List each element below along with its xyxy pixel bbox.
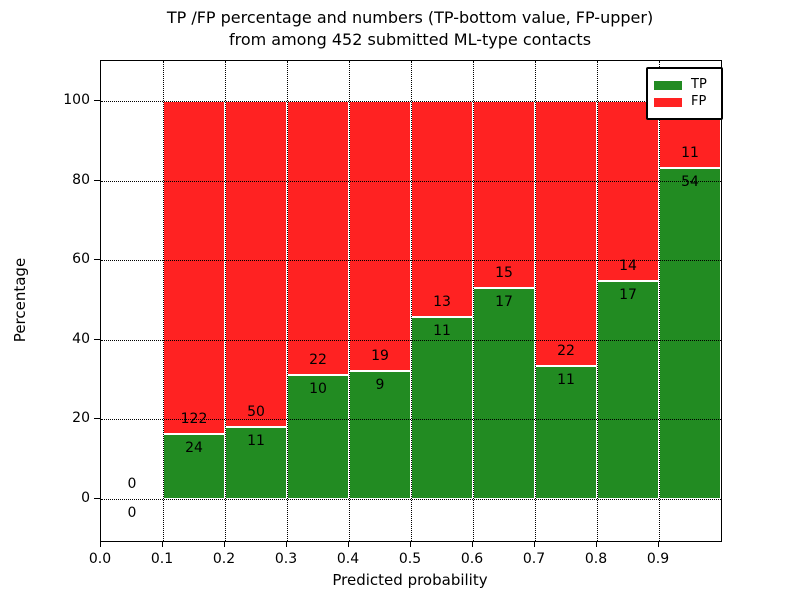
fp-bar-segment — [597, 101, 659, 281]
tp-count-label: 10 — [309, 380, 327, 397]
x-tick-label: 0.3 — [274, 551, 298, 567]
tp-bar-segment — [225, 427, 287, 499]
tp-count-label: 11 — [433, 322, 451, 339]
y-tick-label: 0 — [81, 490, 90, 506]
fp-bar-segment — [411, 101, 473, 317]
y-axis-tick — [94, 259, 100, 261]
y-axis-tick — [94, 418, 100, 420]
fp-count-label: 122 — [180, 410, 208, 427]
fp-bar-segment — [225, 101, 287, 428]
fp-bar-segment — [163, 101, 225, 434]
y-tick-label: 80 — [72, 171, 90, 188]
tp-count-label: 24 — [185, 439, 203, 456]
y-tick-label: 100 — [63, 92, 90, 108]
x-tick-label: 0.1 — [150, 551, 174, 567]
x-axis-tick — [472, 541, 473, 547]
x-axis-tick — [410, 541, 411, 547]
chart-title: TP /FP percentage and numbers (TP-bottom… — [100, 7, 720, 51]
fp-count-label: 13 — [433, 293, 451, 310]
legend-item-fp: FP — [654, 95, 721, 109]
fp-count-label: 22 — [309, 351, 327, 368]
x-tick-label: 0.0 — [88, 551, 112, 567]
x-axis-tick — [224, 541, 225, 547]
tp-color-swatch — [654, 80, 682, 90]
x-axis-tick — [100, 541, 101, 547]
y-axis-tick — [94, 498, 100, 499]
tp-bar-segment — [473, 287, 535, 499]
y-axis-tick — [94, 179, 100, 181]
tp-count-label: 17 — [619, 286, 637, 303]
fp-bar-segment — [349, 101, 411, 372]
fp-color-swatch — [654, 97, 682, 107]
gridline-vertical — [349, 61, 350, 541]
legend-item-tp: TP — [654, 78, 721, 92]
fp-count-label: 50 — [247, 404, 265, 421]
legend-label-fp: FP — [691, 94, 707, 109]
y-axis-tick — [94, 100, 100, 101]
tp-bar-segment — [597, 280, 659, 499]
gridline-vertical — [287, 61, 288, 541]
tp-bar-segment — [535, 366, 597, 499]
chart-title-line2: from among 452 submitted ML-type contact… — [228, 30, 592, 49]
gridline-vertical — [535, 61, 536, 541]
chart-title-line1: TP /FP percentage and numbers (TP-bottom… — [166, 8, 654, 27]
x-tick-label: 0.7 — [522, 551, 546, 567]
x-tick-label: 0.8 — [584, 551, 608, 567]
gridline-vertical — [225, 61, 226, 541]
x-tick-label: 0.4 — [336, 551, 360, 567]
x-axis-tick — [286, 541, 287, 547]
fp-count-label: 15 — [495, 264, 513, 281]
legend-label-tp: TP — [691, 77, 707, 92]
x-tick-label: 0.2 — [212, 551, 236, 567]
fp-bar-segment — [287, 101, 349, 375]
plot-area: TP FP 0 0 122 24 50 11 22 10 19 9 13 11 15 17 22 11 14 17… — [100, 60, 723, 542]
tp-bar-segment — [349, 371, 411, 499]
tp-bar-segment — [163, 433, 225, 499]
tp-count-label: 54 — [681, 174, 699, 191]
x-axis-label: Predicted probability — [332, 571, 488, 589]
y-tick-label: 60 — [72, 251, 90, 268]
x-axis-tick — [348, 541, 349, 547]
tp-bar-segment — [411, 316, 473, 499]
tp-count-label: 9 — [375, 377, 385, 394]
x-axis-tick — [658, 541, 659, 547]
fp-count-label: 19 — [371, 348, 389, 365]
x-axis-tick — [162, 541, 163, 547]
y-axis-tick — [94, 338, 100, 340]
fp-bar-segment — [535, 101, 597, 367]
x-axis-tick — [596, 541, 597, 547]
tp-count-label: 0 — [127, 505, 137, 521]
x-tick-label: 0.6 — [460, 551, 484, 567]
x-tick-label: 0.9 — [646, 551, 670, 567]
gridline-vertical — [163, 61, 164, 541]
x-axis-tick — [534, 541, 535, 547]
legend: TP FP — [646, 67, 723, 120]
gridline-vertical — [597, 61, 598, 541]
fp-count-label: 0 — [127, 476, 137, 492]
fp-count-label: 14 — [619, 257, 637, 274]
fp-count-label: 11 — [681, 145, 699, 162]
gridline-vertical — [411, 61, 412, 541]
tp-count-label: 11 — [247, 433, 265, 450]
y-tick-label: 20 — [72, 410, 90, 427]
tp-count-label: 17 — [495, 293, 513, 310]
y-tick-label: 40 — [72, 330, 90, 347]
tp-bar-segment — [659, 168, 721, 499]
gridline-vertical — [659, 61, 660, 541]
tp-count-label: 11 — [557, 372, 575, 389]
fp-count-label: 22 — [557, 343, 575, 360]
gridline-vertical — [473, 61, 474, 541]
x-tick-label: 0.5 — [398, 551, 422, 567]
y-axis-label: Percentage — [11, 257, 29, 343]
